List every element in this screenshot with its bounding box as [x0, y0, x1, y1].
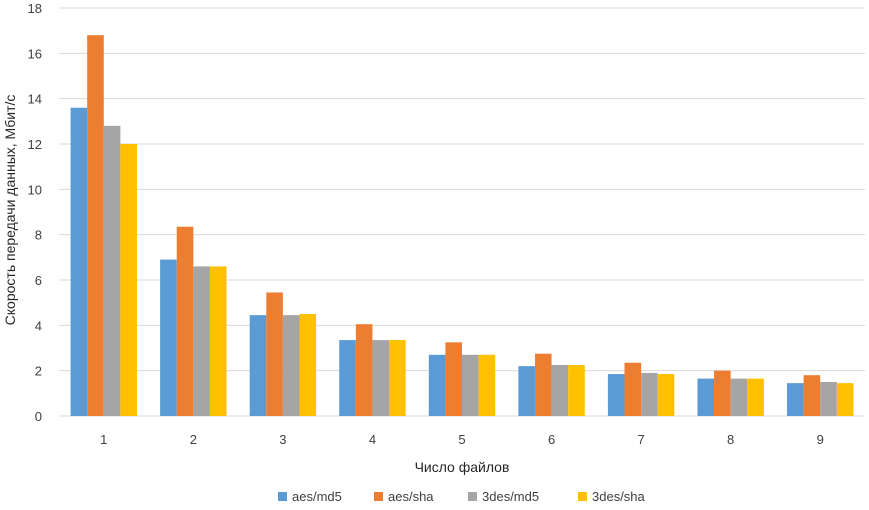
bar-aes-sha-3 [266, 292, 283, 416]
legend-swatch [278, 492, 287, 501]
y-axis-label: Скорость передачи данных, Мбит/с [2, 95, 18, 326]
legend-swatch [468, 492, 477, 501]
bar-aes-sha-2 [176, 226, 194, 416]
bar-aes-md5-1 [70, 107, 88, 416]
bar-3des-md5-4 [372, 340, 390, 416]
bar-aes-sha-1 [87, 35, 104, 416]
legend-label: aes/md5 [292, 489, 342, 504]
bar-aes-md5-8 [697, 378, 715, 416]
bar-aes-sha-7 [624, 362, 642, 416]
legend-swatch [374, 492, 383, 501]
bar-aes-sha-9 [803, 375, 821, 416]
bar-3des-sha-1 [120, 144, 137, 416]
bar-3des-sha-2 [209, 266, 227, 416]
bar-3des-md5-1 [103, 125, 121, 417]
legend-label: 3des/md5 [482, 489, 539, 504]
bar-3des-md5-8 [730, 378, 748, 416]
bar-aes-md5-6 [518, 366, 535, 416]
bar-aes-sha-6 [534, 353, 552, 416]
bar-3des-sha-4 [389, 340, 406, 416]
bar-aes-md5-7 [607, 374, 625, 416]
bar-3des-md5-3 [282, 315, 300, 416]
x-tick-label: 7 [637, 432, 644, 447]
bar-3des-sha-6 [568, 365, 585, 416]
bar-aes-md5-2 [160, 259, 177, 416]
y-tick-label: 0 [35, 409, 42, 424]
x-tick-label: 2 [190, 432, 197, 447]
bar-3des-sha-9 [836, 383, 854, 416]
x-tick-label: 1 [100, 432, 107, 447]
x-tick-label: 4 [369, 432, 376, 447]
x-axis-label: Число файлов [415, 459, 510, 475]
bar-3des-sha-7 [657, 374, 675, 416]
bar-3des-sha-5 [478, 354, 496, 416]
x-tick-label: 9 [817, 432, 824, 447]
x-tick-label: 5 [458, 432, 465, 447]
x-axis-ticks: 1 2 3 4 5 6 7 8 9 [100, 432, 824, 447]
y-tick-label: 8 [35, 228, 42, 243]
bar-3des-md5-7 [641, 372, 658, 416]
bar-aes-md5-9 [787, 383, 804, 416]
legend: aes/md5 aes/sha 3des/md5 3des/sha [278, 489, 646, 504]
bar-3des-md5-2 [193, 266, 210, 416]
x-tick-label: 3 [279, 432, 286, 447]
y-tick-label: 2 [35, 364, 42, 379]
y-tick-label: 18 [28, 1, 42, 16]
bar-3des-md5-9 [820, 382, 837, 416]
y-tick-label: 16 [28, 46, 42, 61]
bar-3des-sha-3 [299, 314, 317, 416]
y-axis-ticks: 0 2 4 6 8 10 12 14 16 18 [28, 1, 42, 424]
bar-aes-sha-4 [355, 324, 373, 416]
x-tick-label: 8 [727, 432, 734, 447]
bar-aes-md5-4 [339, 340, 356, 416]
bar-aes-sha-8 [714, 370, 731, 416]
x-tick-label: 6 [548, 432, 555, 447]
bars [70, 35, 854, 417]
legend-swatch [578, 492, 587, 501]
legend-label: 3des/sha [592, 489, 646, 504]
y-tick-label: 6 [35, 273, 42, 288]
bar-3des-md5-6 [551, 365, 569, 416]
bar-aes-sha-5 [445, 342, 462, 416]
bar-aes-md5-3 [249, 315, 267, 416]
y-tick-label: 14 [28, 92, 42, 107]
y-tick-label: 10 [28, 182, 42, 197]
y-tick-label: 12 [28, 137, 42, 152]
bar-3des-md5-5 [462, 354, 479, 416]
y-tick-label: 4 [35, 318, 42, 333]
bar-aes-md5-5 [428, 354, 446, 416]
bar-3des-sha-8 [747, 378, 764, 416]
legend-label: aes/sha [388, 489, 434, 504]
